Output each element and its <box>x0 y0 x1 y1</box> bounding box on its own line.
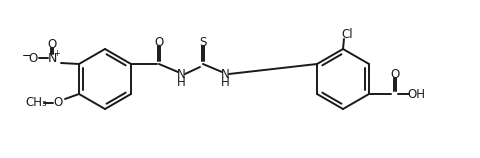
Text: O: O <box>155 36 164 49</box>
Text: OH: OH <box>407 88 425 100</box>
Text: O: O <box>390 67 400 80</box>
Text: O: O <box>48 37 57 51</box>
Text: CH₃: CH₃ <box>25 97 47 109</box>
Text: H: H <box>177 76 185 88</box>
Text: N: N <box>48 52 57 64</box>
Text: +: + <box>54 49 60 58</box>
Text: O: O <box>28 52 37 64</box>
Text: −: − <box>22 49 32 61</box>
Text: N: N <box>221 67 229 80</box>
Text: H: H <box>221 76 229 88</box>
Text: Cl: Cl <box>341 28 353 42</box>
Text: N: N <box>177 67 185 80</box>
Text: S: S <box>199 36 207 49</box>
Text: O: O <box>53 97 63 109</box>
